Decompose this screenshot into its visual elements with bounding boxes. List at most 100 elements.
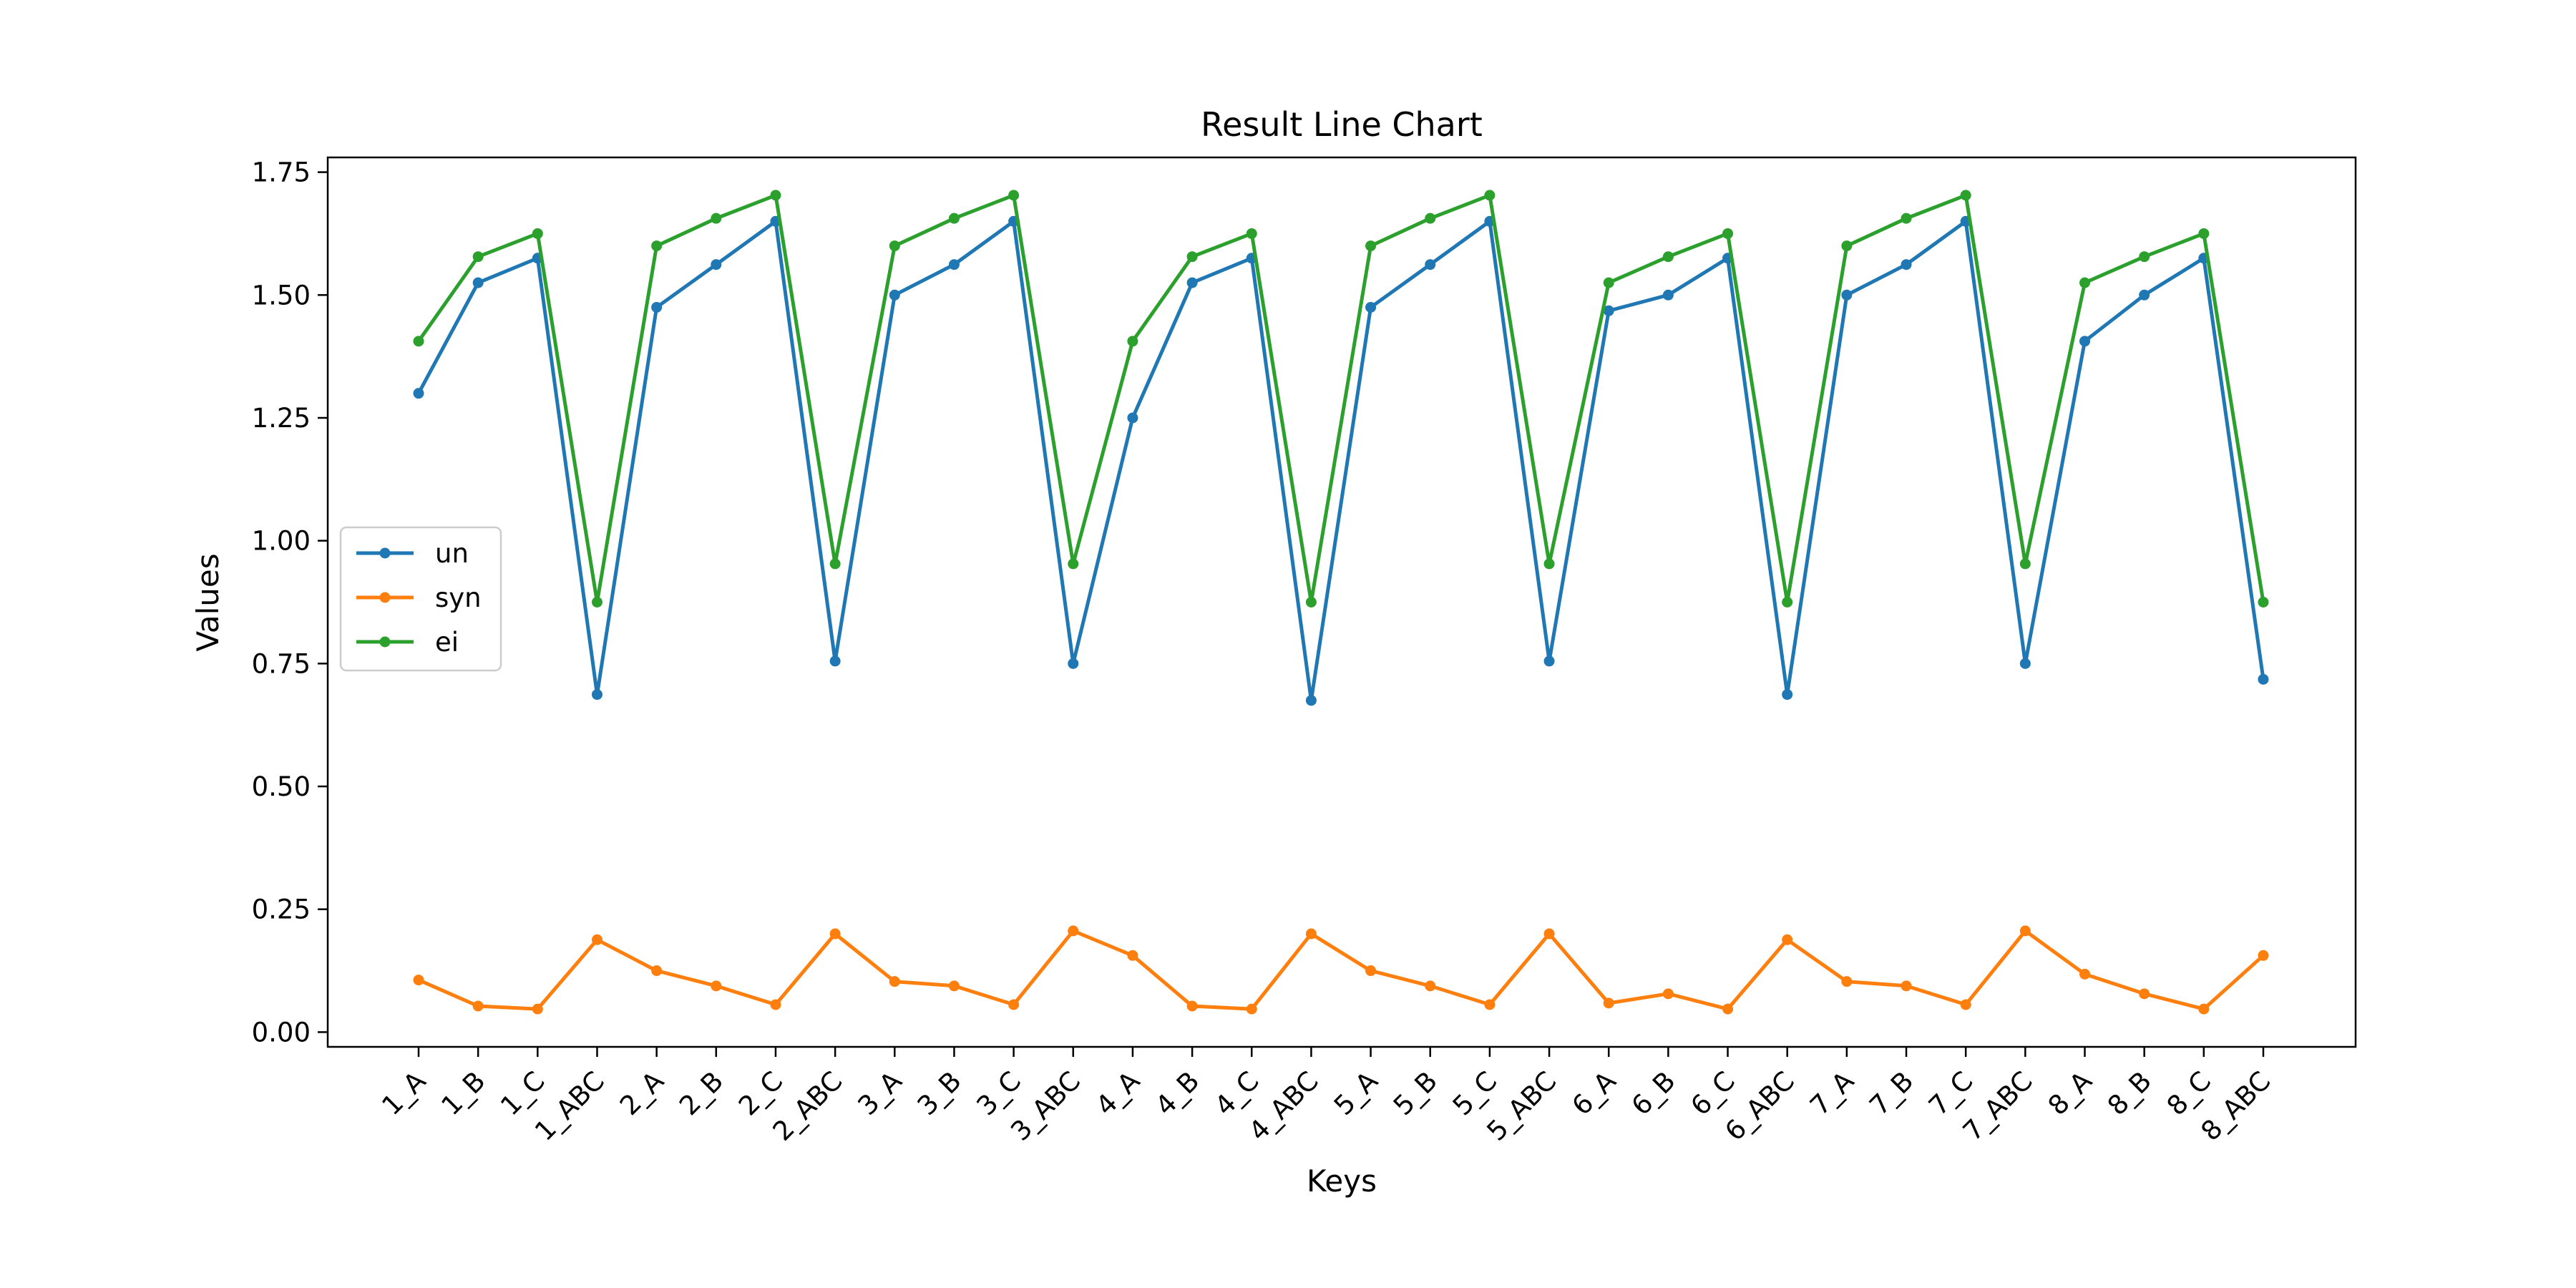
data-point-syn xyxy=(1901,980,1912,992)
data-point-ei xyxy=(1722,228,1734,239)
data-point-un xyxy=(829,655,841,667)
data-point-syn xyxy=(1603,997,1614,1009)
data-point-un xyxy=(2139,289,2150,301)
data-point-ei xyxy=(1782,597,1793,608)
data-point-ei xyxy=(1841,240,1853,252)
legend-label-ei: ei xyxy=(435,627,459,658)
data-point-syn xyxy=(711,980,722,992)
data-point-un xyxy=(889,289,900,301)
data-point-syn xyxy=(413,975,424,986)
data-point-un xyxy=(1782,689,1793,701)
data-point-un xyxy=(1425,259,1436,270)
data-point-syn xyxy=(889,976,900,987)
y-tick-label: 0.75 xyxy=(252,648,311,679)
data-point-syn xyxy=(651,965,663,977)
plot-frame xyxy=(326,156,2357,1048)
data-point-syn xyxy=(770,999,781,1010)
data-point-syn xyxy=(1305,928,1317,940)
data-point-ei xyxy=(1008,190,1020,201)
data-point-syn xyxy=(829,928,841,940)
data-point-ei xyxy=(591,597,602,608)
data-point-un xyxy=(591,689,602,701)
data-point-ei xyxy=(1068,558,1079,570)
data-point-ei xyxy=(2258,597,2269,608)
legend-label-syn: syn xyxy=(435,582,482,613)
data-point-syn xyxy=(1543,928,1555,940)
data-point-un xyxy=(2258,673,2269,685)
data-point-syn xyxy=(1484,999,1496,1010)
data-point-un xyxy=(711,259,722,270)
data-point-un xyxy=(1543,655,1555,667)
y-tick-label: 1.50 xyxy=(252,280,311,311)
data-point-un xyxy=(1603,305,1614,316)
data-point-syn xyxy=(1841,976,1853,987)
data-point-un xyxy=(2019,658,2031,669)
data-point-syn xyxy=(948,980,960,992)
data-point-syn xyxy=(532,1003,543,1015)
chart-title: Result Line Chart xyxy=(1201,105,1483,144)
data-point-ei xyxy=(1365,240,1377,252)
data-point-un xyxy=(472,277,484,288)
data-point-syn xyxy=(1365,965,1377,977)
data-point-syn xyxy=(1008,999,1020,1010)
data-point-un xyxy=(1127,412,1138,424)
data-point-ei xyxy=(1305,597,1317,608)
data-point-ei xyxy=(948,213,960,224)
data-point-ei xyxy=(2079,277,2091,288)
data-point-un xyxy=(1365,301,1377,313)
legend-marker-syn xyxy=(379,592,391,603)
data-point-ei xyxy=(413,336,424,347)
data-point-ei xyxy=(711,213,722,224)
data-point-syn xyxy=(1186,1000,1198,1012)
data-point-ei xyxy=(829,558,841,570)
data-point-syn xyxy=(1425,980,1436,992)
data-point-un xyxy=(2079,336,2091,347)
legend: un syn ei xyxy=(339,526,502,672)
data-point-syn xyxy=(2019,925,2031,937)
data-point-syn xyxy=(2139,988,2150,1000)
data-point-ei xyxy=(651,240,663,252)
data-point-ei xyxy=(889,240,900,252)
data-point-un xyxy=(1068,658,1079,669)
y-tick-label: 1.25 xyxy=(252,403,311,434)
legend-marker-un xyxy=(379,547,391,559)
legend-label-un: un xyxy=(435,538,469,569)
data-point-ei xyxy=(532,228,543,239)
legend-marker-ei xyxy=(379,636,391,648)
y-tick-label: 1.00 xyxy=(252,526,311,557)
data-point-syn xyxy=(1246,1003,1257,1015)
data-point-syn xyxy=(1068,925,1079,937)
data-point-ei xyxy=(1662,251,1674,263)
y-axis-title: Values xyxy=(190,553,225,651)
series-line-ei xyxy=(416,193,2265,604)
series-line-un xyxy=(416,219,2265,703)
data-point-un xyxy=(1305,695,1317,706)
data-point-syn xyxy=(1960,999,1971,1010)
data-point-un xyxy=(651,301,663,313)
data-point-ei xyxy=(1425,213,1436,224)
data-point-ei xyxy=(2019,558,2031,570)
data-point-syn xyxy=(2079,968,2091,980)
series-line-syn xyxy=(416,929,2265,1011)
data-point-ei xyxy=(1543,558,1555,570)
data-point-syn xyxy=(591,934,602,945)
y-tick-label: 0.25 xyxy=(252,894,311,925)
legend-box xyxy=(339,526,502,672)
data-point-ei xyxy=(2139,251,2150,263)
data-point-syn xyxy=(1127,950,1138,961)
y-tick-label: 0.00 xyxy=(252,1017,311,1048)
data-point-ei xyxy=(1127,336,1138,347)
data-point-ei xyxy=(1960,190,1971,201)
data-point-ei xyxy=(1246,228,1257,239)
data-point-ei xyxy=(1603,277,1614,288)
data-point-syn xyxy=(1782,934,1793,945)
plot-area: 0.000.250.500.751.001.251.501.751_A 1_B 1_… xyxy=(252,156,2357,1147)
data-point-un xyxy=(948,259,960,270)
data-point-un xyxy=(1662,289,1674,301)
data-point-syn xyxy=(1722,1003,1734,1015)
data-point-syn xyxy=(2258,950,2269,961)
data-point-ei xyxy=(1484,190,1496,201)
data-point-ei xyxy=(1186,251,1198,263)
data-point-un xyxy=(1901,259,1912,270)
